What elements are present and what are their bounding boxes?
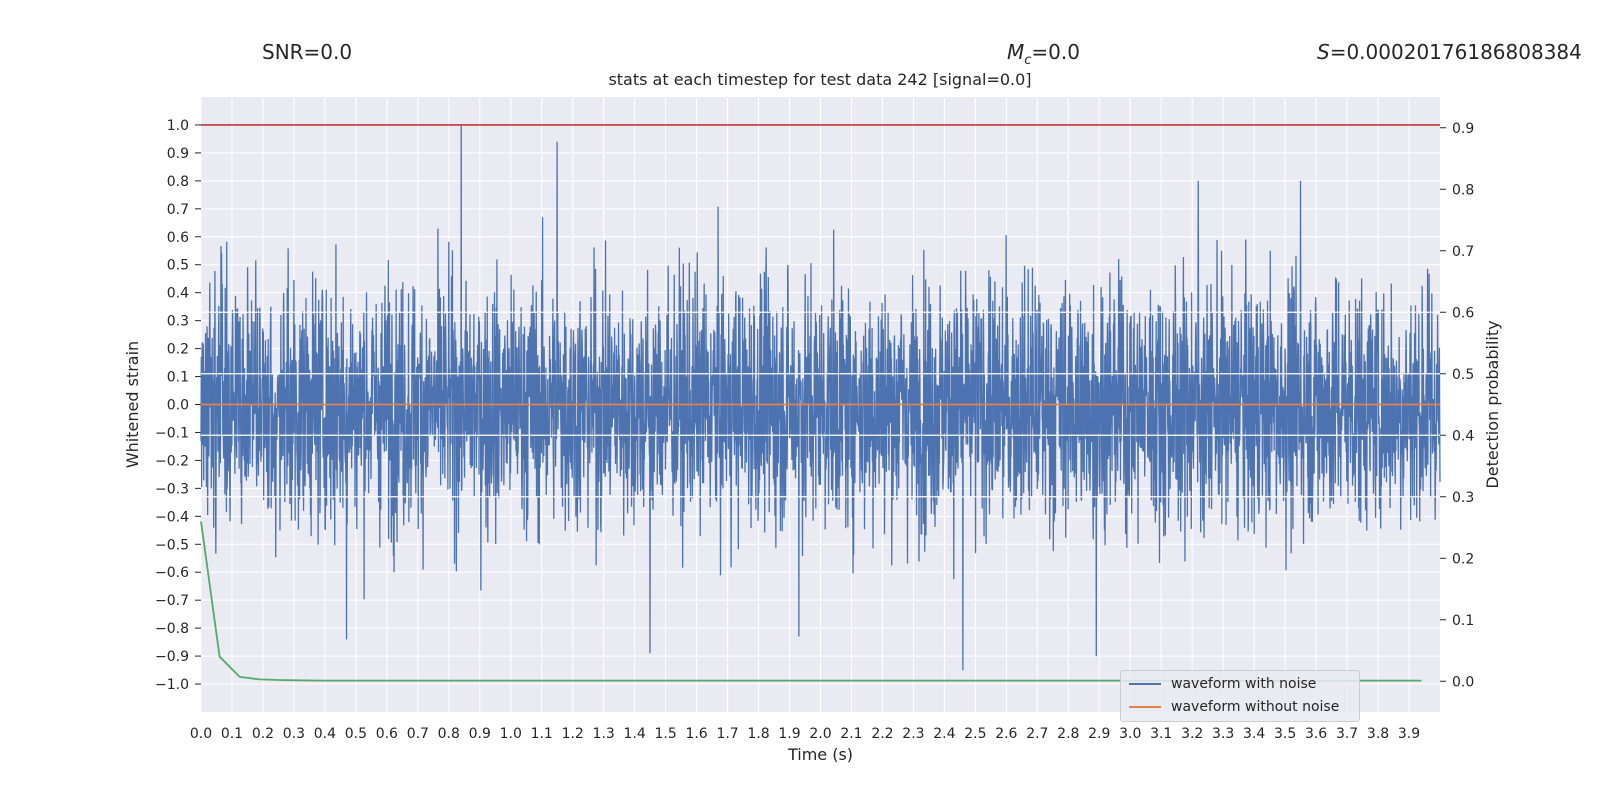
series-detection-probability: [200, 521, 1422, 682]
x-tick-label: 2.4: [933, 726, 955, 742]
y-tick-label: 0.1: [167, 370, 189, 386]
y-tick-label: −0.6: [155, 565, 189, 581]
x-tick-label: 0.6: [376, 726, 398, 742]
legend-entry-without-noise: waveform without noise: [1129, 697, 1339, 717]
y-tick-label: −1.0: [155, 677, 189, 693]
y-tick-label: −0.5: [155, 537, 189, 553]
y2-tick-label: 0.0: [1452, 674, 1474, 690]
legend-label-without-noise: waveform without noise: [1171, 699, 1340, 715]
y2-tick-label: 0.4: [1452, 428, 1474, 444]
y-tick-label: −0.9: [155, 649, 189, 665]
x-tick-label: 3.7: [1336, 726, 1358, 742]
x-tick-label: 1.1: [531, 726, 553, 742]
snr-label: SNR=0.0: [262, 40, 353, 64]
x-tick-label: 2.5: [964, 726, 986, 742]
x-tick-label: 1.0: [500, 726, 522, 742]
x-tick-label: 3.4: [1243, 726, 1265, 742]
legend: waveform with noise waveform without noi…: [1120, 670, 1360, 722]
series-waveform-with-noise: [200, 124, 1441, 671]
y-tick-label: 0.9: [167, 146, 189, 162]
y2-tick-label: 0.6: [1452, 305, 1474, 321]
x-tick-label: 2.1: [840, 726, 862, 742]
y2-tick-label: 0.9: [1452, 121, 1474, 137]
y2-tick-label: 0.1: [1452, 613, 1474, 629]
legend-swatch-blue: [1129, 683, 1161, 685]
x-tick-label: 0.4: [314, 726, 336, 742]
y-tick-label: 0.7: [167, 202, 189, 218]
x-tick-label: 3.8: [1367, 726, 1389, 742]
x-tick-label: 0.9: [469, 726, 491, 742]
legend-label-with-noise: waveform with noise: [1171, 676, 1317, 692]
x-tick-label: 1.8: [747, 726, 769, 742]
x-tick-label: 1.5: [654, 726, 676, 742]
x-tick-label: 3.5: [1274, 726, 1296, 742]
y2-tick-label: 0.3: [1452, 490, 1474, 506]
x-tick-label: 3.3: [1212, 726, 1234, 742]
legend-entry-with-noise: waveform with noise: [1129, 674, 1316, 694]
x-tick-label: 3.9: [1398, 726, 1420, 742]
x-tick-label: 1.2: [562, 726, 584, 742]
y-tick-label: −0.1: [155, 425, 189, 441]
x-axis-label: Time (s): [787, 745, 853, 764]
y2-tick-label: 0.5: [1452, 367, 1474, 383]
x-tick-label: 2.7: [1026, 726, 1048, 742]
s-statistic-label: S=0.00020176186808384: [1317, 40, 1582, 64]
y-tick-label: 0.2: [167, 342, 189, 358]
s-value: =0.00020176186808384: [1329, 40, 1582, 64]
chirp-mass-label: Mc=0.0: [1007, 40, 1080, 68]
y-tick-label: 0.6: [167, 230, 189, 246]
x-tick-label: 0.1: [221, 726, 243, 742]
x-tick-label: 2.0: [809, 726, 831, 742]
x-tick-label: 2.2: [871, 726, 893, 742]
y-tick-label: 0.3: [167, 314, 189, 330]
x-tick-label: 1.3: [593, 726, 615, 742]
y-tick-label: −0.3: [155, 481, 189, 497]
y-axis-label: Whitened strain: [123, 341, 142, 468]
chart-title: stats at each timestep for test data 242…: [608, 70, 1032, 89]
x-tick-label: 0.8: [438, 726, 460, 742]
x-tick-label: 1.9: [778, 726, 800, 742]
mc-subscript: c: [1024, 53, 1032, 68]
y-tick-label: 0.0: [167, 398, 189, 414]
mc-value: =0.0: [1031, 40, 1080, 64]
y-tick-label: 1.0: [167, 118, 189, 134]
x-tick-label: 3.6: [1305, 726, 1327, 742]
y-tick-label: −0.4: [155, 509, 189, 525]
y-tick-label: −0.8: [155, 621, 189, 637]
x-tick-label: 2.8: [1057, 726, 1079, 742]
y-tick-label: 0.4: [167, 286, 189, 302]
x-tick-label: 2.6: [995, 726, 1017, 742]
y-tick-label: −0.2: [155, 453, 189, 469]
y-tick-label: 0.5: [167, 258, 189, 274]
x-tick-label: 0.0: [190, 726, 212, 742]
x-tick-label: 0.2: [252, 726, 274, 742]
x-tick-label: 1.6: [685, 726, 707, 742]
x-tick-label: 3.1: [1150, 726, 1172, 742]
y-tick-label: −0.7: [155, 593, 189, 609]
y2-tick-label: 0.7: [1452, 244, 1474, 260]
y2-axis-label: Detection probability: [1483, 320, 1502, 488]
y2-tick-label: 0.8: [1452, 182, 1474, 198]
x-tick-label: 0.5: [345, 726, 367, 742]
mc-symbol: M: [1007, 40, 1025, 64]
y2-tick-label: 0.2: [1452, 551, 1474, 567]
x-tick-label: 0.7: [407, 726, 429, 742]
legend-swatch-orange: [1129, 706, 1161, 708]
x-tick-label: 3.0: [1119, 726, 1141, 742]
x-tick-label: 0.3: [283, 726, 305, 742]
x-tick-label: 2.3: [902, 726, 924, 742]
x-tick-label: 1.4: [624, 726, 646, 742]
x-tick-label: 2.9: [1088, 726, 1110, 742]
x-tick-label: 1.7: [716, 726, 738, 742]
y-tick-label: 0.8: [167, 174, 189, 190]
x-tick-label: 3.2: [1181, 726, 1203, 742]
s-symbol: S: [1317, 40, 1330, 64]
